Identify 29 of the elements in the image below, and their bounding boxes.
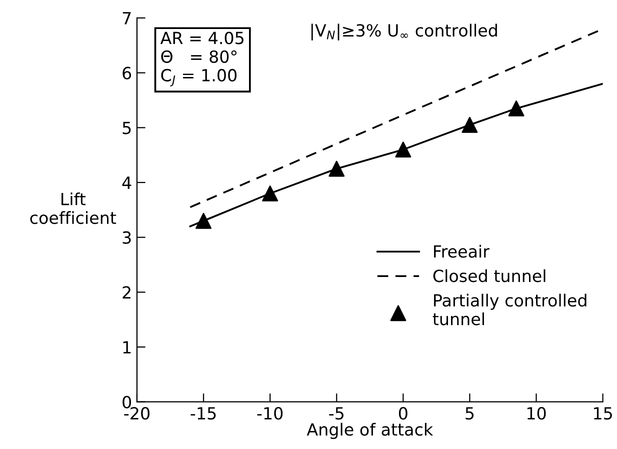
x-axis-title: Angle of attack: [306, 422, 434, 439]
y-tick-label: 5: [122, 122, 131, 134]
point: [262, 185, 278, 202]
x-tick-label: -20: [124, 407, 150, 420]
y-tick-label: 2: [122, 286, 130, 299]
x-tick-label: 15: [594, 407, 612, 420]
x-tick-label: -10: [257, 407, 283, 420]
x-tick-label: 10: [527, 407, 546, 420]
y-tick-label: 7: [122, 12, 131, 24]
y-axis-title: Lift coefficient: [30, 192, 116, 224]
point: [508, 100, 524, 116]
legend-label: Closed tunnel: [433, 269, 546, 282]
y-tick-label: 4: [122, 176, 132, 189]
annotation: |V$_{N}$|≥3% U$_{∞}$ controlled: [311, 24, 497, 40]
legend-label: Partially controlled tunnel: [432, 294, 586, 326]
y-tick-label: 1: [123, 341, 131, 354]
x-tick-label: -15: [190, 407, 216, 420]
point: [196, 212, 212, 229]
y-tick-label: 3: [122, 231, 131, 244]
x-tick-label: 5: [466, 407, 474, 420]
legend-label: Freeair: [434, 244, 490, 258]
point: [395, 142, 412, 158]
x-tick-label: -5: [329, 407, 344, 420]
point: [328, 160, 345, 177]
y-tick-label: 6: [122, 66, 132, 80]
annotation: AR = 4.05 Θ = 80° C$_{J}$ = 1.00: [160, 32, 244, 86]
point: [462, 116, 478, 133]
x-tick-label: 0: [398, 407, 408, 420]
y-tick-label: 0: [122, 396, 132, 408]
